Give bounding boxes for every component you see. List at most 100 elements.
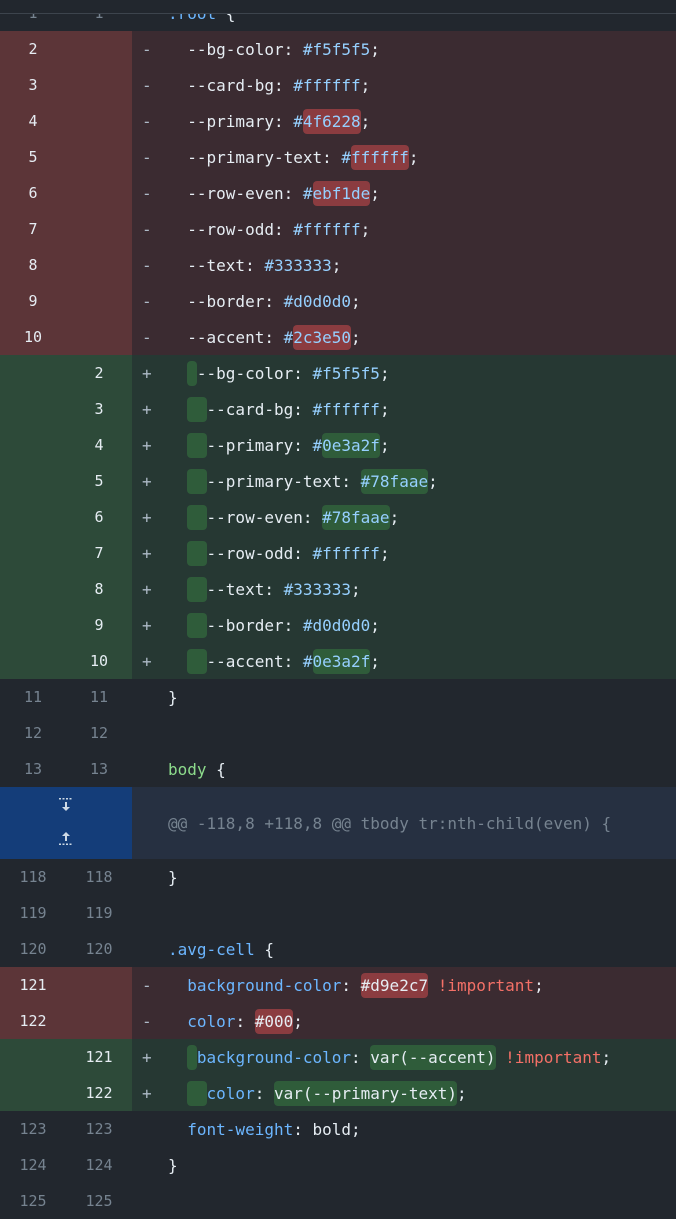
old-line-number[interactable]: 11	[23, 688, 43, 706]
code-token: #	[283, 327, 294, 347]
new-line-number[interactable]	[66, 67, 132, 103]
code-token	[168, 1084, 187, 1103]
diff-sign: -	[142, 39, 152, 59]
new-line-number[interactable]: 121	[66, 1039, 132, 1075]
code-token: :	[235, 1011, 255, 1031]
new-line-number[interactable]: 122	[66, 1075, 132, 1111]
code-line: --row-odd: #ffffff;	[168, 220, 676, 239]
code-token: #	[302, 183, 313, 203]
old-line-number[interactable]: 2	[0, 31, 66, 67]
old-line-number[interactable]: 12	[23, 724, 43, 742]
new-line-number[interactable]: 11	[89, 688, 109, 706]
old-line-number[interactable]	[0, 499, 66, 535]
new-line-number[interactable]: 12	[89, 724, 109, 742]
new-line-number[interactable]	[66, 175, 132, 211]
new-line-number[interactable]: 123	[85, 1120, 113, 1138]
new-line-number[interactable]: 120	[85, 940, 113, 958]
new-line-number[interactable]: 13	[89, 760, 109, 778]
changed-token	[187, 1080, 207, 1106]
code-token: #d0d0d0	[283, 291, 352, 311]
expand-down-icon[interactable]	[58, 797, 74, 816]
expand-gutter[interactable]	[0, 787, 132, 859]
new-line-number[interactable]	[66, 247, 132, 283]
old-line-number[interactable]	[0, 607, 66, 643]
code-token	[168, 1012, 187, 1031]
code-line: font-weight: bold;	[168, 1120, 676, 1139]
old-line-number[interactable]	[0, 643, 66, 679]
hunk-header: @@ -118,8 +118,8 @@ tbody tr:nth-child(e…	[168, 813, 612, 833]
deleted-line: 5 - --primary-text: #ffffff;	[0, 139, 676, 175]
old-line-number[interactable]	[0, 571, 66, 607]
old-line-number[interactable]: 3	[0, 67, 66, 103]
new-line-number[interactable]: 3	[66, 391, 132, 427]
old-line-number[interactable]	[0, 355, 66, 391]
code-token: --primary-text:	[168, 147, 342, 167]
old-line-number[interactable]: 10	[0, 319, 66, 355]
new-line-number[interactable]: 119	[85, 904, 113, 922]
context-line: 118 118}	[0, 859, 676, 895]
new-line-number[interactable]	[66, 967, 132, 1003]
new-line-number[interactable]	[66, 31, 132, 67]
new-line-number[interactable]: 125	[85, 1192, 113, 1210]
old-line-number[interactable]	[0, 427, 66, 463]
old-line-number[interactable]: 7	[0, 211, 66, 247]
old-line-number[interactable]: 123	[19, 1120, 47, 1138]
old-line-number[interactable]: 13	[23, 760, 43, 778]
new-line-number[interactable]	[66, 319, 132, 355]
old-line-number[interactable]	[0, 1039, 66, 1075]
added-line: 6 + --row-even: #78faae;	[0, 499, 676, 535]
new-line-number[interactable]: 6	[66, 499, 132, 535]
new-line-number[interactable]: 2	[66, 355, 132, 391]
diff-sign: +	[142, 615, 152, 635]
new-line-number[interactable]: 10	[66, 643, 132, 679]
old-line-number[interactable]: 125	[19, 1192, 47, 1210]
code-token: #ffffff	[293, 219, 361, 239]
new-line-number[interactable]	[66, 103, 132, 139]
new-line-number[interactable]: 9	[66, 607, 132, 643]
changed-token: #d9e2c7	[360, 972, 429, 998]
new-line-number[interactable]: 7	[66, 535, 132, 571]
changed-token	[187, 432, 207, 458]
code-line: .avg-cell {	[168, 940, 676, 959]
code-token: #d0d0d0	[302, 615, 371, 635]
code-line: --card-bg: #ffffff;	[168, 396, 676, 422]
new-line-number[interactable]	[66, 139, 132, 175]
new-line-number[interactable]: 118	[85, 868, 113, 886]
old-line-number[interactable]	[0, 1075, 66, 1111]
old-line-number[interactable]	[0, 463, 66, 499]
changed-token: var(--primary-text)	[273, 1080, 457, 1106]
new-line-number[interactable]	[66, 283, 132, 319]
old-line-number[interactable]: 120	[19, 940, 47, 958]
changed-token: #78faae	[322, 504, 390, 530]
old-line-number[interactable]: 8	[0, 247, 66, 283]
code-line: --border: #d0d0d0;	[168, 292, 676, 311]
old-line-number[interactable]: 6	[0, 175, 66, 211]
old-line-number[interactable]: 4	[0, 103, 66, 139]
old-line-number[interactable]: 9	[0, 283, 66, 319]
old-line-number[interactable]: 124	[19, 1156, 47, 1174]
code-token: ;	[601, 1047, 612, 1067]
new-line-number[interactable]: 4	[66, 427, 132, 463]
expand-up-icon[interactable]	[58, 830, 74, 849]
old-line-number[interactable]: 122	[0, 1003, 66, 1039]
code-token: !important	[437, 975, 535, 995]
code-token: ;	[360, 75, 371, 95]
code-token: .avg-cell	[168, 939, 255, 959]
old-line-number[interactable]: 118	[19, 868, 47, 886]
old-line-number[interactable]	[0, 535, 66, 571]
old-line-number[interactable]	[0, 391, 66, 427]
context-line: 11 11}	[0, 679, 676, 715]
code-token: --text:	[168, 255, 265, 275]
old-line-number[interactable]: 5	[0, 139, 66, 175]
new-line-number[interactable]: 5	[66, 463, 132, 499]
code-token: --card-bg:	[206, 399, 313, 419]
new-line-number[interactable]: 8	[66, 571, 132, 607]
code-token: ;	[360, 219, 371, 239]
old-line-number[interactable]: 121	[0, 967, 66, 1003]
new-line-number[interactable]	[66, 211, 132, 247]
new-line-number[interactable]	[66, 1003, 132, 1039]
new-line-number[interactable]: 124	[85, 1156, 113, 1174]
old-line-number[interactable]: 119	[19, 904, 47, 922]
code-line: --accent: #0e3a2f;	[168, 648, 676, 674]
code-token: ;	[370, 39, 380, 59]
